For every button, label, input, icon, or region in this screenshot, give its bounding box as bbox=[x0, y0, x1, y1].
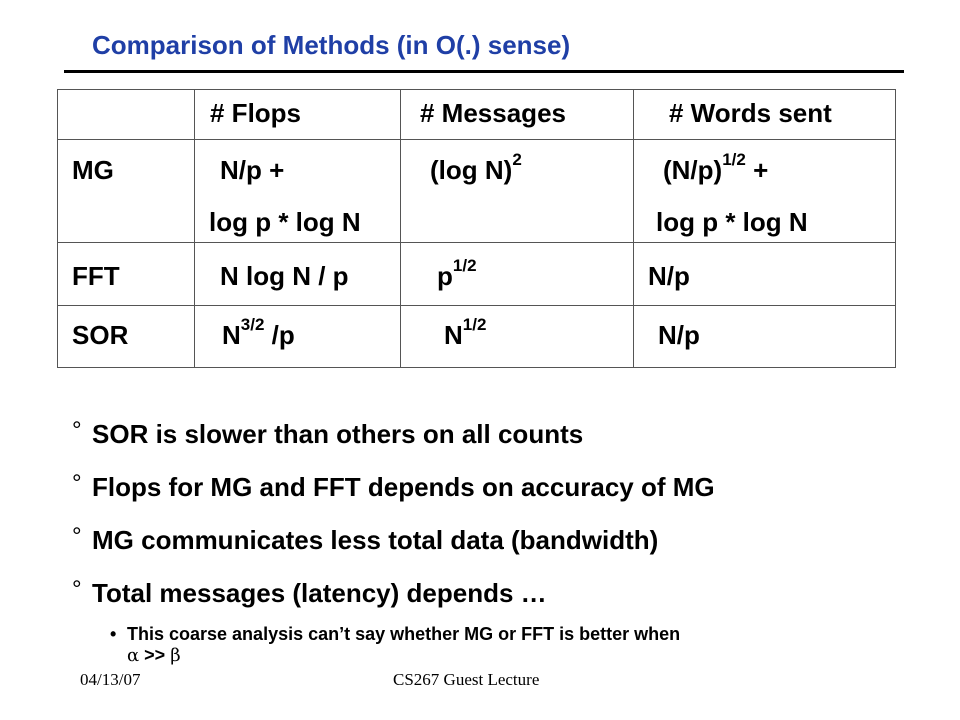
footer-course: CS267 Guest Lecture bbox=[393, 670, 540, 689]
mg-flops-line1: N/p + bbox=[220, 155, 285, 185]
sor-words: N/p bbox=[658, 320, 700, 350]
fft-messages: p1/2 bbox=[437, 256, 477, 291]
mg-flops-line2: log p * log N bbox=[209, 207, 361, 237]
header-messages: # Messages bbox=[420, 98, 566, 128]
sub-bullet-marker: • bbox=[110, 624, 117, 644]
fft-messages-exponent: 1/2 bbox=[452, 256, 477, 276]
title-divider bbox=[64, 70, 904, 73]
sor-flops: N3/2 /p bbox=[222, 315, 295, 350]
bullet-text: SOR is slower than others on all counts bbox=[92, 419, 584, 449]
much-greater-operator: >> bbox=[144, 644, 166, 665]
sub-bullet: • This coarse analysis can’t say whether… bbox=[110, 624, 907, 667]
mg-words-line2: log p * log N bbox=[656, 207, 808, 237]
beta-symbol: β bbox=[170, 644, 181, 666]
table-rule-mg bbox=[58, 242, 895, 243]
slide-title: Comparison of Methods (in O(.) sense) bbox=[92, 30, 571, 60]
bullet-item: ° SOR is slower than others on all count… bbox=[72, 417, 922, 472]
bullet-marker: ° bbox=[72, 417, 82, 444]
footer-date: 04/13/07 bbox=[80, 670, 141, 689]
sor-messages-exponent: 1/2 bbox=[462, 315, 487, 335]
sub-bullet-formula: α >> β bbox=[127, 645, 907, 667]
sor-flops-exponent: 3/2 bbox=[240, 315, 265, 335]
bullet-text: Total messages (latency) depends … bbox=[92, 578, 547, 608]
mg-words: (N/p)1/2 + bbox=[663, 150, 769, 185]
bullet-item: ° Total messages (latency) depends … bbox=[72, 576, 922, 631]
fft-flops: N log N / p bbox=[220, 261, 349, 291]
bullet-text: Flops for MG and FFT depends on accuracy… bbox=[92, 472, 715, 502]
fft-words: N/p bbox=[648, 261, 690, 291]
row-label-sor: SOR bbox=[72, 320, 129, 350]
bullet-marker: ° bbox=[72, 470, 82, 497]
sor-messages: N1/2 bbox=[444, 315, 487, 350]
table-rule-header bbox=[58, 139, 895, 140]
bullet-item: ° Flops for MG and FFT depends on accura… bbox=[72, 470, 922, 525]
header-flops: # Flops bbox=[210, 98, 302, 128]
table-col-divider-3 bbox=[633, 90, 634, 367]
bullet-text: MG communicates less total data (bandwid… bbox=[92, 525, 659, 555]
bullet-marker: ° bbox=[72, 576, 82, 603]
comparison-table: # Flops # Messages # Words sent MG N/p +… bbox=[57, 89, 896, 368]
bullet-item: ° MG communicates less total data (bandw… bbox=[72, 523, 922, 578]
row-label-fft: FFT bbox=[72, 261, 120, 291]
bullet-list: ° SOR is slower than others on all count… bbox=[72, 417, 922, 631]
mg-words-exponent: 1/2 bbox=[722, 150, 746, 170]
header-words-sent: # Words sent bbox=[669, 98, 832, 128]
sub-bullet-text: This coarse analysis can’t say whether M… bbox=[127, 624, 681, 644]
mg-messages-exponent: 2 bbox=[512, 150, 522, 170]
table-rule-fft bbox=[58, 305, 895, 306]
mg-messages: (log N)2 bbox=[430, 150, 522, 185]
table-col-divider-1 bbox=[194, 90, 195, 367]
alpha-symbol: α bbox=[127, 644, 140, 666]
table-col-divider-2 bbox=[400, 90, 401, 367]
bullet-marker: ° bbox=[72, 523, 82, 550]
row-label-mg: MG bbox=[72, 155, 114, 185]
